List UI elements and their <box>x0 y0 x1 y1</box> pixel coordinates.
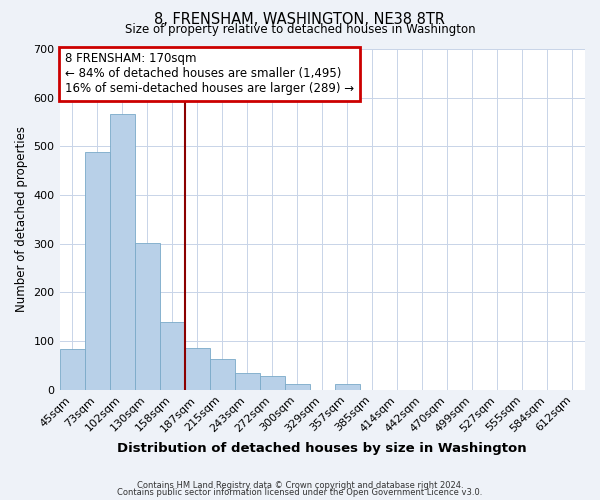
Bar <box>134 243 160 390</box>
Bar <box>260 376 285 390</box>
X-axis label: Distribution of detached houses by size in Washington: Distribution of detached houses by size … <box>118 442 527 455</box>
Text: Size of property relative to detached houses in Washington: Size of property relative to detached ho… <box>125 22 475 36</box>
Bar <box>285 384 310 390</box>
Text: Contains public sector information licensed under the Open Government Licence v3: Contains public sector information licen… <box>118 488 482 497</box>
Bar <box>85 152 110 390</box>
Text: Contains HM Land Registry data © Crown copyright and database right 2024.: Contains HM Land Registry data © Crown c… <box>137 480 463 490</box>
Bar <box>110 114 134 390</box>
Bar <box>235 373 260 390</box>
Bar <box>209 359 235 390</box>
Y-axis label: Number of detached properties: Number of detached properties <box>15 126 28 312</box>
Bar <box>160 322 185 390</box>
Bar <box>335 384 360 390</box>
Bar <box>59 349 85 390</box>
Bar <box>185 348 209 390</box>
Text: 8 FRENSHAM: 170sqm
← 84% of detached houses are smaller (1,495)
16% of semi-deta: 8 FRENSHAM: 170sqm ← 84% of detached hou… <box>65 52 354 96</box>
Text: 8, FRENSHAM, WASHINGTON, NE38 8TR: 8, FRENSHAM, WASHINGTON, NE38 8TR <box>155 12 445 28</box>
